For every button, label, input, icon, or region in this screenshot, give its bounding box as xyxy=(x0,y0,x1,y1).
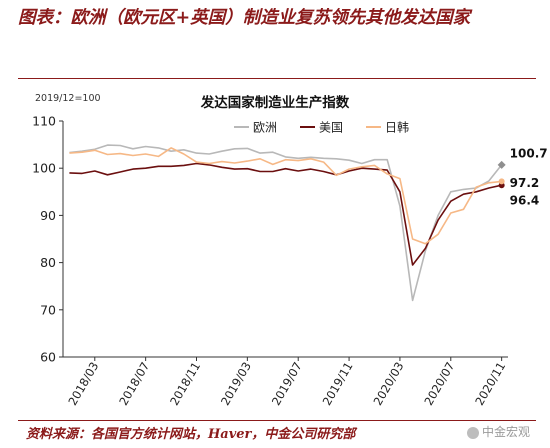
x-axis: 2018/03 2018/07 2018/11 2019/03 2019/07 2019/… xyxy=(63,356,508,408)
x-tick-label: 2020/07 xyxy=(421,360,457,408)
x-tick-label: 2019/07 xyxy=(269,360,305,408)
end-label-jpkr: 97.2 xyxy=(510,176,540,190)
y-tick-label: 110 xyxy=(32,114,56,129)
series-line-jpkr xyxy=(69,147,502,245)
watermark: 中金宏观 xyxy=(466,423,530,440)
end-labels: 100.7 96.4 97.2 xyxy=(510,146,548,207)
x-tick-label: 2019/11 xyxy=(320,360,356,408)
end-label-us: 96.4 xyxy=(510,194,540,208)
x-tick-label: 2018/03 xyxy=(65,360,101,408)
watermark-text: 中金宏观 xyxy=(481,425,530,439)
y-axis: 60 70 80 90 100 110 xyxy=(32,114,64,365)
legend-label-us: 美国 xyxy=(319,121,343,135)
legend-label-europe: 欧洲 xyxy=(253,121,277,135)
y-tick-label: 100 xyxy=(32,161,56,176)
source-note: 资料来源：各国官方统计网站，Haver，中金公司研究部 xyxy=(26,427,356,442)
y-tick-label: 90 xyxy=(40,208,56,223)
legend: 欧洲 美国 日韩 xyxy=(234,120,409,135)
end-marker-jpkr xyxy=(498,178,505,185)
end-marker-europe xyxy=(497,160,506,169)
y-tick-label: 60 xyxy=(40,350,56,365)
x-tick-label: 2018/11 xyxy=(167,360,203,408)
wechat-icon xyxy=(466,426,479,439)
title-divider xyxy=(18,78,536,79)
figure-title: 图表：欧洲（欧元区+英国）制造业复苏领先其他发达国家 xyxy=(18,8,471,28)
source-divider xyxy=(18,420,536,421)
y-tick-label: 70 xyxy=(40,302,56,317)
x-tick-label: 2018/07 xyxy=(116,360,152,408)
end-label-europe: 100.7 xyxy=(510,146,548,160)
x-tick-label: 2020/03 xyxy=(371,360,407,408)
series-lines xyxy=(69,144,506,302)
legend-label-jpkr: 日韩 xyxy=(385,120,409,135)
x-tick-label: 2019/03 xyxy=(218,360,254,408)
series-line-us xyxy=(69,162,502,266)
x-tick-label: 2020/11 xyxy=(472,359,508,407)
y-tick-label: 80 xyxy=(40,255,56,270)
chart-title: 发达国家制造业生产指数 xyxy=(200,94,350,111)
index-base-note: 2019/12=100 xyxy=(35,93,101,104)
